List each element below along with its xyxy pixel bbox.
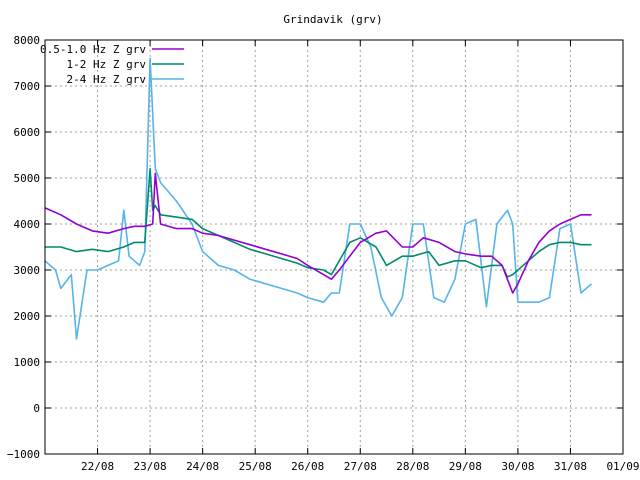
- legend-label: 1-2 Hz Z grv: [67, 58, 147, 71]
- x-tick-label: 25/08: [239, 460, 272, 473]
- series-line-1: [45, 168, 592, 278]
- y-tick-label: −1000: [7, 448, 40, 461]
- y-tick-label: 6000: [14, 126, 41, 139]
- x-tick-label: 23/08: [134, 460, 167, 473]
- chart-title: Grindavik (grv): [283, 13, 382, 26]
- series-line-0: [44, 172, 592, 294]
- x-tick-label: 30/08: [501, 460, 534, 473]
- x-tick-label: 01/09: [606, 460, 639, 473]
- series-group: [44, 57, 593, 340]
- series-line-2: [44, 57, 593, 340]
- x-tick-label: 24/08: [186, 460, 219, 473]
- y-tick-label: 2000: [14, 310, 41, 323]
- ticks: −1000 0 1000 2000 3000 4000 5000 6000 7000 8000 22…: [7, 34, 640, 473]
- y-tick-label: 8000: [14, 34, 41, 47]
- y-tick-label: 5000: [14, 172, 41, 185]
- x-tick-label: 22/08: [81, 460, 114, 473]
- x-tick-label: 31/08: [554, 460, 587, 473]
- legend: 0.5-1.0 Hz Z grv 1-2 Hz Z grv 2-4 Hz Z grv: [40, 43, 184, 86]
- y-tick-label: 1000: [14, 356, 41, 369]
- x-tick-label: 26/08: [291, 460, 324, 473]
- x-tick-label: 27/08: [344, 460, 377, 473]
- y-tick-label: 0: [33, 402, 40, 415]
- grid: [45, 40, 623, 454]
- y-tick-label: 4000: [14, 218, 41, 231]
- y-tick-label: 3000: [14, 264, 41, 277]
- legend-label: 2-4 Hz Z grv: [67, 73, 147, 86]
- x-tick-label: 28/08: [396, 460, 429, 473]
- legend-label: 0.5-1.0 Hz Z grv: [40, 43, 146, 56]
- plot-frame: [44, 39, 624, 455]
- y-tick-label: 7000: [14, 80, 41, 93]
- x-tick-label: 29/08: [449, 460, 482, 473]
